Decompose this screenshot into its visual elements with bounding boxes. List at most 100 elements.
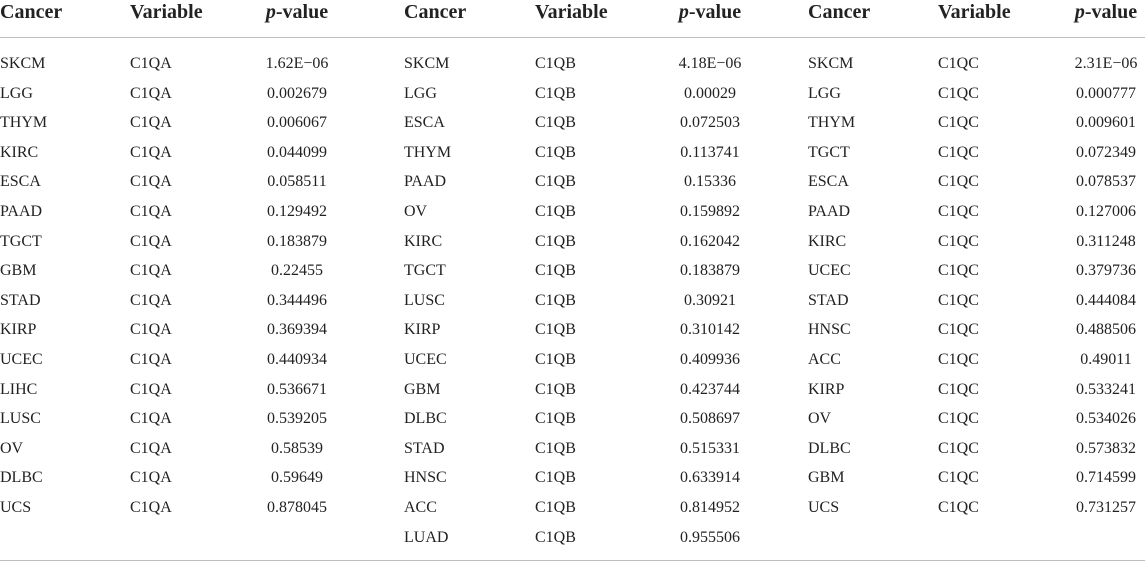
cancer-cell: DLBC: [808, 439, 851, 457]
cancer-cell: TGCT: [404, 262, 446, 280]
p-value-cell: 0.009601: [1076, 114, 1136, 132]
variable-cell: C1QA: [130, 321, 172, 339]
cancer-cell: STAD: [0, 291, 41, 309]
p-value-cell: 0.183879: [267, 232, 327, 250]
p-value-cell: 0.814952: [680, 499, 740, 516]
cancer-cell: UCEC: [404, 351, 447, 368]
p-value-cell: 0.002679: [267, 84, 327, 102]
variable-cell: C1QB: [535, 410, 576, 428]
variable-cell: C1QB: [535, 499, 576, 516]
variable-cell: C1QB: [535, 351, 576, 368]
variable-cell: C1QB: [535, 321, 576, 339]
cancer-cell: THYM: [0, 114, 48, 132]
p-value-cell: 4.18E−06: [678, 55, 742, 72]
header-cancer: Cancer: [0, 1, 63, 23]
variable-cell: C1QB: [535, 203, 576, 220]
variable-cell: C1QC: [938, 84, 979, 102]
variable-cell: C1QA: [130, 262, 172, 280]
p-value-cell: 0.22455: [271, 262, 323, 280]
header-p-value: p-value: [265, 1, 329, 23]
p-value-cell: 0.534026: [1076, 410, 1136, 428]
cancer-cell: SKCM: [404, 55, 450, 72]
cancer-cell: ACC: [808, 351, 841, 368]
p-value-cell: 0.127006: [1076, 203, 1136, 220]
header-p-value: p-value: [678, 1, 742, 23]
p-value-cell: 0.00029: [684, 84, 736, 102]
variable-cell: C1QA: [130, 499, 172, 516]
cancer-cell: LUAD: [404, 528, 449, 546]
cancer-cell: GBM: [0, 262, 37, 280]
cancer-cell: KIRC: [404, 232, 443, 250]
variable-cell: C1QC: [938, 173, 979, 191]
variable-cell: C1QB: [535, 173, 576, 191]
cancer-cell: DLBC: [404, 410, 447, 428]
variable-cell: C1QB: [535, 55, 576, 72]
cancer-cell: LGG: [404, 84, 437, 102]
p-value-cell: 0.58539: [271, 439, 323, 457]
p-value-cell: 1.62E−06: [265, 55, 329, 72]
cancer-cell: LUSC: [0, 410, 41, 428]
variable-cell: C1QB: [535, 232, 576, 250]
variable-cell: C1QA: [130, 232, 172, 250]
p-value-cell: 0.078537: [1076, 173, 1136, 191]
cancer-cell: UCEC: [0, 351, 43, 368]
variable-cell: C1QB: [535, 469, 576, 487]
p-value-cell: 0.129492: [267, 203, 327, 220]
bottom-rule: [0, 560, 1145, 561]
p-value-cell: 0.072349: [1076, 143, 1136, 161]
p-value-cell: 0.508697: [680, 410, 740, 428]
variable-cell: C1QB: [535, 528, 576, 546]
cancer-cell: SKCM: [808, 55, 854, 72]
variable-cell: C1QA: [130, 173, 172, 191]
p-value-cell: 0.409936: [680, 351, 740, 368]
header-rule: [0, 37, 1145, 38]
p-value-cell: 0.488506: [1076, 321, 1136, 339]
variable-cell: C1QC: [938, 55, 979, 72]
p-value-cell: 0.379736: [1076, 262, 1136, 280]
p-value-cell: 0.159892: [680, 203, 740, 220]
variable-cell: C1QA: [130, 291, 172, 309]
p-value-cell: 0.000777: [1076, 84, 1136, 102]
cancer-cell: GBM: [404, 380, 441, 398]
p-value-cell: 0.539205: [267, 410, 327, 428]
variable-cell: C1QC: [938, 143, 979, 161]
header-cancer: Cancer: [808, 1, 871, 23]
p-value-cell: 0.633914: [680, 469, 740, 487]
p-value-cell: 0.878045: [267, 499, 327, 516]
p-value-cell: 0.49011: [1080, 351, 1132, 368]
p-value-cell: 0.310142: [680, 321, 740, 339]
cancer-cell: KIRP: [0, 321, 37, 339]
variable-cell: C1QB: [535, 114, 576, 132]
cancer-cell: STAD: [404, 439, 445, 457]
cancer-cell: STAD: [808, 291, 849, 309]
p-value-cell: 0.15336: [684, 173, 736, 191]
cancer-cell: LGG: [808, 84, 841, 102]
variable-cell: C1QA: [130, 410, 172, 428]
variable-cell: C1QC: [938, 439, 979, 457]
variable-cell: C1QA: [130, 143, 172, 161]
variable-cell: C1QC: [938, 410, 979, 428]
cancer-cell: KIRP: [404, 321, 441, 339]
variable-cell: C1QC: [938, 469, 979, 487]
variable-cell: C1QA: [130, 380, 172, 398]
cancer-cell: HNSC: [404, 469, 447, 487]
variable-cell: C1QC: [938, 262, 979, 280]
p-value-cell: 0.344496: [267, 291, 327, 309]
p-value-cell: 0.369394: [267, 321, 327, 339]
cancer-cell: UCS: [808, 499, 840, 516]
cancer-cell: LIHC: [0, 380, 38, 398]
cancer-cell: LGG: [0, 84, 33, 102]
cancer-cell: THYM: [404, 143, 452, 161]
p-value-cell: 0.731257: [1076, 499, 1136, 516]
p-value-cell: 0.113741: [680, 143, 740, 161]
cancer-cell: ESCA: [808, 173, 849, 191]
variable-cell: C1QA: [130, 351, 172, 368]
p-value-cell: 0.536671: [267, 380, 327, 398]
cancer-cell: TGCT: [808, 143, 850, 161]
cancer-cell: UCS: [0, 499, 32, 516]
cancer-cell: ESCA: [404, 114, 445, 132]
cancer-cell: THYM: [808, 114, 856, 132]
p-value-cell: 0.714599: [1076, 469, 1136, 487]
cancer-cell: UCEC: [808, 262, 851, 280]
